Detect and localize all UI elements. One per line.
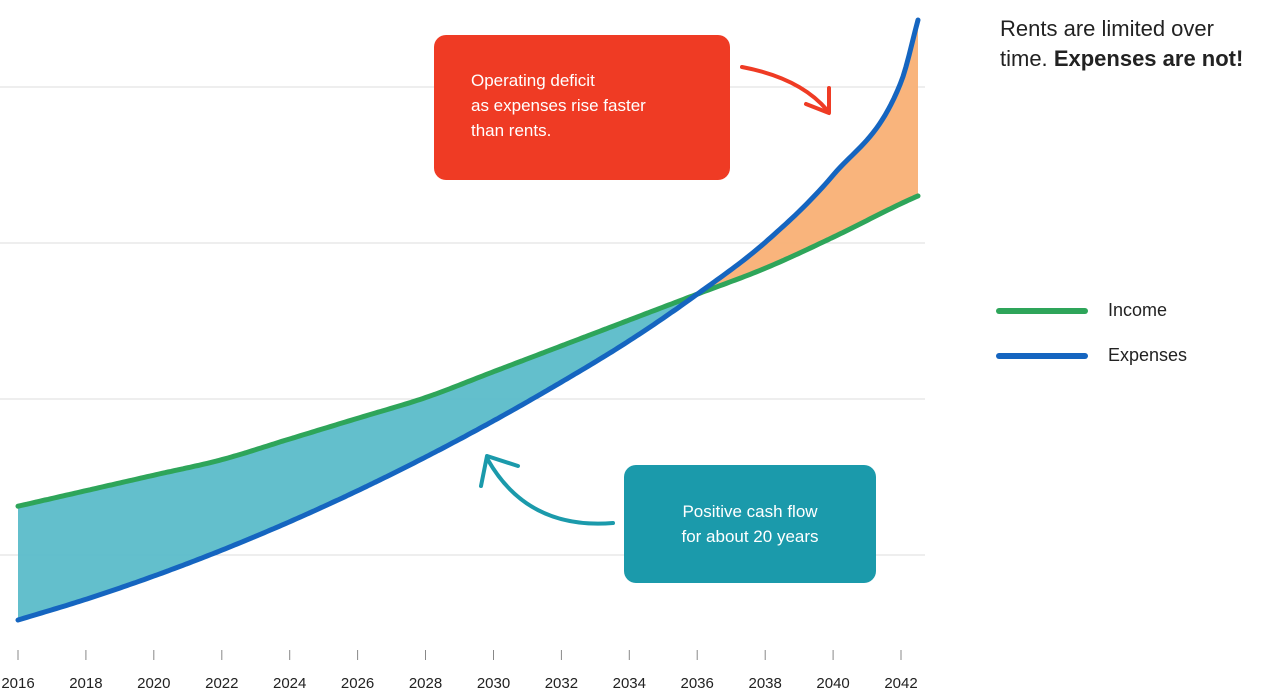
- x-tick-label-2018: 2018: [69, 675, 102, 692]
- x-axis: 2016 2018 2020 2022 2024 2026 2028 2030 2032 2034…: [1, 650, 918, 692]
- surplus-callout-line-2: for about 20 years: [681, 527, 818, 546]
- x-tick-label-2038: 2038: [749, 675, 782, 692]
- legend-item-income: Income: [996, 300, 1167, 321]
- deficit-arrow: [740, 65, 829, 112]
- legend-label-income: Income: [1108, 300, 1168, 320]
- deficit-arrow-head: [804, 86, 831, 115]
- x-tick-label-2040: 2040: [816, 675, 849, 692]
- surplus-callout-line-1: Positive cash flow: [682, 502, 818, 521]
- headline-plain-text: Rents are limited over time.: [1000, 16, 1214, 71]
- deficit-callout-line-2: as expenses rise faster: [471, 96, 646, 115]
- legend-swatch-expenses: [996, 352, 1088, 359]
- x-tick-label-2042: 2042: [884, 675, 917, 692]
- x-tick-label-2024: 2024: [273, 675, 306, 692]
- surplus-area: [18, 294, 698, 620]
- surplus-arrow: [486, 458, 615, 526]
- headline-bold-text: Expenses are not!: [1053, 46, 1244, 71]
- legend-item-expenses: Expenses: [996, 345, 1187, 366]
- surplus-callout-box: [624, 465, 876, 583]
- legend-label-expenses: Expenses: [1108, 345, 1188, 365]
- x-tick-label-2026: 2026: [341, 675, 374, 692]
- deficit-area: [697, 20, 918, 295]
- headline: Rents are limited over time. Expenses ar…: [1000, 14, 1265, 74]
- x-tick-label-2032: 2032: [545, 675, 578, 692]
- x-tick-label-2022: 2022: [205, 675, 238, 692]
- surplus-arrow-head: [479, 454, 520, 488]
- area-fills: [18, 20, 918, 620]
- legend-swatch-income: [996, 307, 1088, 314]
- deficit-callout-box: [434, 35, 730, 180]
- callouts: Operating deficit as expenses rise faster…: [434, 35, 876, 583]
- x-tick-label-2016: 2016: [1, 675, 34, 692]
- expenses-line: [15, 17, 921, 623]
- deficit-callout-line-3: than rents.: [471, 121, 551, 140]
- x-tick-label-2030: 2030: [477, 675, 510, 692]
- deficit-callout-line-1: Operating deficit: [471, 71, 595, 90]
- x-tick-label-2036: 2036: [681, 675, 714, 692]
- x-tick-label-2028: 2028: [409, 675, 442, 692]
- series-lines: [15, 17, 921, 623]
- income-line: [15, 193, 921, 509]
- x-tick-label-2034: 2034: [613, 675, 646, 692]
- x-tick-label-2020: 2020: [137, 675, 170, 692]
